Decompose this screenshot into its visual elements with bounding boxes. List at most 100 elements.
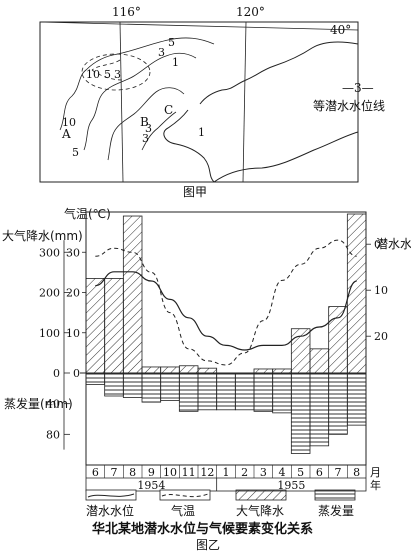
month-unit: 月 — [370, 466, 381, 479]
coastline — [163, 41, 359, 183]
year-unit: 年 — [370, 478, 381, 492]
evap-bar — [309, 372, 330, 447]
precip-bar — [141, 366, 162, 374]
map-frame — [39, 21, 359, 183]
longitude-label-116: 116° — [112, 5, 141, 19]
evap-bar — [178, 372, 199, 412]
figure-b-chart: 大气降水(mm) 蒸发量(mm) 气温(℃) 潜水水位埋深(m) 3002001… — [2, 206, 411, 552]
month-label: 5 — [297, 466, 304, 479]
evap-bar — [346, 372, 367, 426]
precip-bar — [346, 213, 367, 374]
month-label: 1 — [223, 466, 230, 479]
evap-bar — [197, 372, 218, 411]
legend-key-water-level — [85, 489, 137, 501]
contour-label: 10 — [86, 68, 100, 81]
boundary-line — [91, 59, 123, 81]
precip-tick-label: 100 — [39, 327, 60, 340]
precip-bar — [309, 348, 330, 374]
precip-bar — [290, 328, 311, 374]
contour-line — [59, 37, 215, 131]
month-label: 7 — [335, 466, 342, 479]
evap-axis-title: 蒸发量(mm) — [4, 396, 73, 411]
month-label: 3 — [260, 466, 267, 479]
depth-tick-label: 10 — [374, 284, 388, 297]
month-label: 7 — [111, 466, 118, 479]
month-label: 8 — [353, 466, 360, 479]
precip-tick-label: 300 — [39, 246, 60, 259]
contour-label: 1 — [198, 126, 205, 139]
contour-depression — [81, 53, 151, 91]
depth-tick-label: 0 — [374, 238, 381, 251]
longitude-label-120: 120° — [236, 5, 265, 19]
meridian-120 — [242, 21, 247, 183]
legend-label-temperature: 气温 — [171, 503, 195, 518]
precip-bar — [178, 365, 199, 374]
evap-bar — [328, 372, 348, 435]
chart-legend: 潜水水位 气温 大气降水 蒸发量 — [85, 489, 356, 518]
meridian-116 — [119, 21, 124, 183]
precip-bar — [328, 306, 348, 374]
contour-line — [107, 87, 185, 161]
contour-label: 3 — [142, 132, 149, 145]
figure-a-map: 116° 120° 40° 5 3 1 10 5 3 10 5 3 1 3 A … — [39, 5, 385, 199]
month-label: 2 — [241, 466, 248, 479]
evap-bar — [290, 372, 311, 454]
temp-tick-label: 30 — [66, 246, 80, 259]
precip-bar — [253, 368, 274, 374]
month-label: 8 — [129, 466, 136, 479]
chart-title: 华北某地潜水水位与气候要素变化关系 — [92, 521, 313, 537]
contour-label: 5 — [104, 68, 111, 81]
legend-key-precipitation — [235, 489, 287, 501]
map-legend-label: 等潜水水位线 — [313, 98, 385, 113]
temp-axis-title: 气温(℃) — [64, 206, 111, 221]
precip-bar — [160, 366, 180, 374]
point-label-c: C — [164, 103, 173, 117]
point-label-b: B — [140, 115, 149, 129]
precip-tick-label: 200 — [39, 287, 60, 300]
legend-key-temperature — [159, 489, 211, 501]
evap-bar — [85, 372, 106, 385]
temperature-line — [95, 239, 357, 366]
legend-line-water-level — [87, 493, 135, 498]
legend-label-evaporation: 蒸发量 — [318, 503, 354, 518]
legend-key-evaporation — [314, 489, 356, 501]
shandong-coast — [213, 131, 359, 183]
contour-label: 5 — [168, 36, 175, 49]
evap-tick-label: 80 — [46, 428, 60, 441]
evap-bar — [216, 372, 236, 411]
precip-bar — [122, 215, 143, 374]
contour-line — [83, 52, 197, 151]
contour-label: 10 — [62, 116, 76, 129]
month-label: 11 — [182, 466, 196, 479]
latitude-label-40: 40° — [330, 23, 351, 37]
contour-line — [141, 111, 177, 151]
contour-label: 3 — [145, 122, 152, 135]
month-label: 6 — [92, 466, 99, 479]
precip-bar — [197, 367, 218, 374]
month-label: 6 — [316, 466, 323, 479]
contour-label: 3 — [158, 46, 165, 59]
legend-line-temperature — [161, 493, 209, 498]
month-label: 9 — [148, 466, 155, 479]
contour-label: 1 — [172, 56, 179, 69]
precip-tick-label: 0 — [53, 367, 60, 380]
precip-axis-title: 大气降水(mm) — [2, 228, 83, 243]
figure-a-caption: 图甲 — [183, 185, 207, 199]
precip-bar — [272, 368, 292, 374]
water-level-line — [95, 271, 357, 351]
precip-bar — [85, 278, 106, 374]
legend-label-water-level: 潜水水位 — [86, 503, 134, 518]
evap-bar — [253, 372, 274, 412]
evap-tick-label: 40 — [46, 398, 60, 411]
legend-label-precipitation: 大气降水 — [236, 503, 284, 518]
month-label: 10 — [163, 466, 177, 479]
parallel-40 — [39, 21, 359, 31]
evap-bar — [272, 372, 292, 414]
contour-label: 3 — [114, 68, 121, 81]
evap-bar — [141, 372, 162, 403]
evap-bar — [160, 372, 180, 402]
precip-bar — [104, 278, 124, 374]
depth-axis-title: 潜水水位埋深(m) — [376, 236, 411, 251]
temp-tick-label: 0 — [73, 367, 80, 380]
